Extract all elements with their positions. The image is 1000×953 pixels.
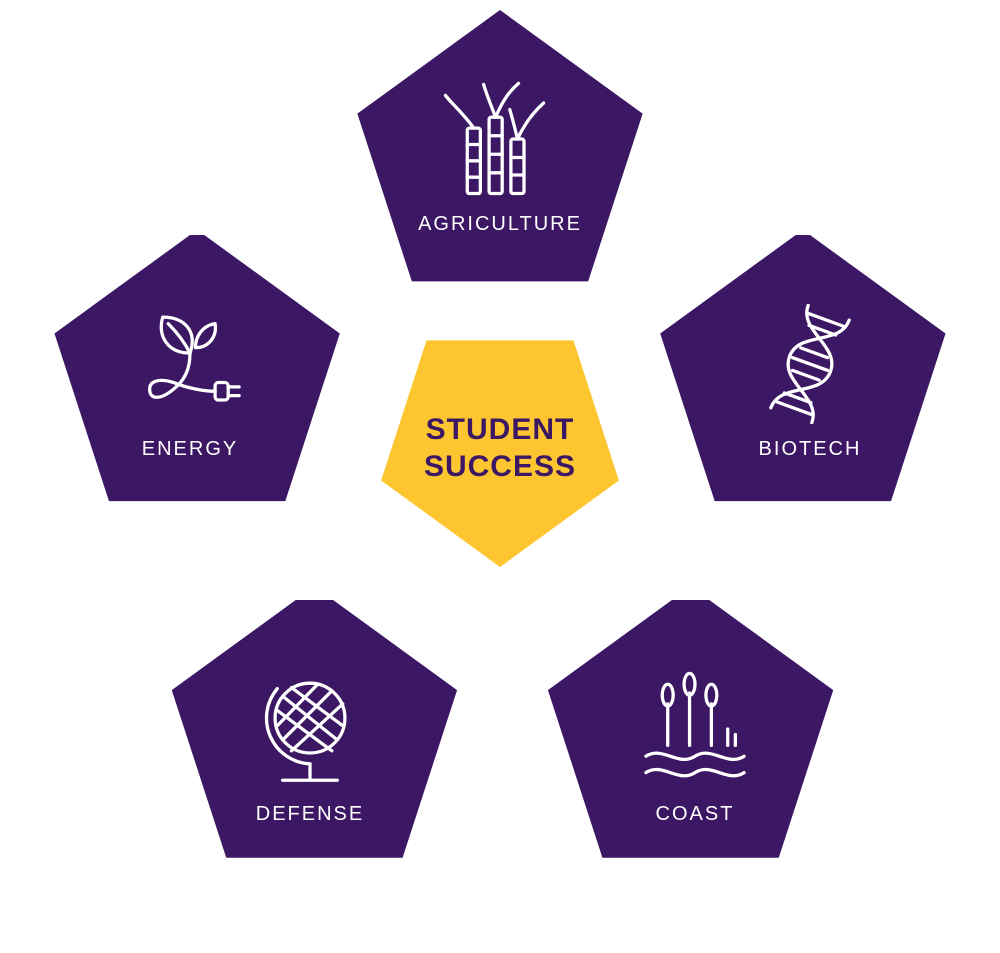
icon-area: [440, 79, 560, 199]
plug-leaf-icon: [130, 304, 250, 424]
center-label-line2: SUCCESS: [424, 450, 576, 483]
outer-pentagon-agriculture: AGRICULTURE: [350, 10, 650, 295]
label-coast: COAST: [656, 803, 735, 826]
outer-pentagon-coast: COAST: [545, 600, 845, 885]
icon-area: [750, 304, 870, 424]
icon-use: [445, 83, 543, 193]
icon-use: [771, 305, 849, 422]
center-pentagon: STUDENT SUCCESS: [375, 329, 625, 567]
label-biotech: BIOTECH: [759, 438, 862, 461]
globe-icon: [250, 669, 370, 789]
icon-use: [150, 317, 239, 400]
dna-icon: [750, 304, 870, 424]
outer-content: BIOTECH: [660, 235, 960, 520]
outer-pentagon-energy: ENERGY: [40, 235, 340, 520]
label-defense: DEFENSE: [256, 803, 364, 826]
outer-pentagon-defense: DEFENSE: [160, 600, 460, 885]
reeds-icon: [635, 669, 755, 789]
center-label-line1: STUDENT: [426, 413, 575, 446]
center-label: STUDENT SUCCESS: [424, 411, 576, 486]
outer-pentagon-biotech: BIOTECH: [660, 235, 960, 520]
outer-content: COAST: [545, 600, 845, 885]
icon-area: [250, 669, 370, 789]
outer-content: DEFENSE: [160, 600, 460, 885]
icon-use: [267, 683, 345, 780]
label-agriculture: AGRICULTURE: [418, 213, 582, 236]
outer-content: ENERGY: [40, 235, 340, 520]
icon-area: [130, 304, 250, 424]
pentagon-diagram: STUDENT SUCCESS AGRICULTURE: [0, 0, 1000, 953]
sugarcane-icon: [440, 79, 560, 199]
center-content: STUDENT SUCCESS: [375, 329, 625, 567]
icon-use: [646, 673, 744, 775]
outer-content: AGRICULTURE: [350, 10, 650, 295]
label-energy: ENERGY: [142, 438, 238, 461]
icon-area: [635, 669, 755, 789]
